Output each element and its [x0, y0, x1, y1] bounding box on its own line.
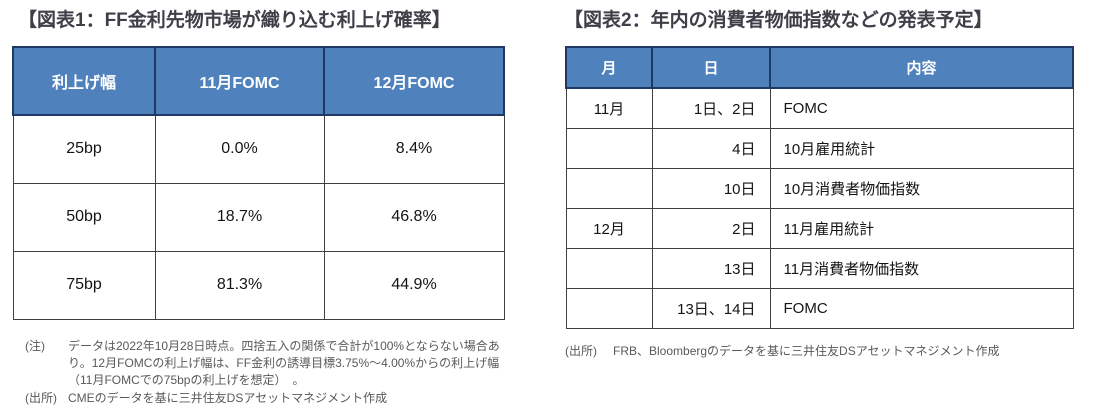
figure2-cell-content: FOMC	[769, 287, 1074, 329]
figure1-header-dec-fomc: 12月FOMC	[323, 46, 505, 116]
source-line: (出所) CMEのデータを基に三井住友DSアセットマネジメント作成	[11, 390, 523, 407]
figure1-notes: (注) データは2022年10月28日時点。四捨五入の関係で合計が100%となら…	[11, 338, 523, 408]
table-row: 25bp 0.0% 8.4%	[12, 114, 505, 184]
figure2-cell-day: 1日、2日	[651, 87, 771, 129]
figure2-notes: (出所) FRB、Bloombergのデータを基に三井住友DSアセットマネジメン…	[563, 343, 1075, 360]
figure1-cell-nov-50bp: 18.7%	[154, 182, 325, 252]
figure1-table: 利上げ幅 11月FOMC 12月FOMC 25bp 0.0% 8.4% 50bp…	[12, 46, 505, 320]
figure2-cell-month: 12月	[565, 207, 653, 249]
figure1-cell-hike-25bp: 25bp	[12, 114, 156, 184]
figure2-cell-day: 13日、14日	[651, 287, 771, 329]
figure2-cell-content: FOMC	[769, 87, 1074, 129]
source-label: (出所)	[25, 390, 57, 405]
figure2-cell-content: 10月消費者物価指数	[769, 167, 1074, 209]
table-row: 13日、14日 FOMC	[565, 287, 1074, 329]
figure1-title: 【図表1：FF金利先物市場が織り込む利上げ確率】	[18, 10, 451, 31]
figure1-cell-dec-50bp: 46.8%	[323, 182, 505, 252]
note-line: (注) データは2022年10月28日時点。四捨五入の関係で合計が100%となら…	[11, 338, 523, 390]
figure2-header-day: 日	[651, 46, 771, 89]
source-label: (出所)	[565, 343, 597, 358]
figure2-cell-content: 10月雇用統計	[769, 127, 1074, 169]
figure1-cell-nov-75bp: 81.3%	[154, 250, 325, 320]
source-line: (出所) FRB、Bloombergのデータを基に三井住友DSアセットマネジメン…	[563, 343, 1075, 360]
figure2-cell-content: 11月消費者物価指数	[769, 247, 1074, 289]
figure2-header-month: 月	[565, 46, 653, 89]
table-row: 4日 10月雇用統計	[565, 127, 1074, 169]
table-row: 12月 2日 11月雇用統計	[565, 207, 1074, 249]
figure1-cell-hike-75bp: 75bp	[12, 250, 156, 320]
figure1-header-hike-width: 利上げ幅	[12, 46, 156, 116]
figure1-cell-dec-75bp: 44.9%	[323, 250, 505, 320]
figure1-header-row: 利上げ幅 11月FOMC 12月FOMC	[12, 46, 505, 116]
figure1-panel: 【図表1：FF金利先物市場が織り込む利上げ確率】 利上げ幅 11月FOMC 12…	[11, 8, 523, 407]
note-text: データは2022年10月28日時点。四捨五入の関係で合計が100%とならない場合…	[68, 338, 500, 388]
table-row: 13日 11月消費者物価指数	[565, 247, 1074, 289]
figure2-cell-month: 11月	[565, 87, 653, 129]
note-label: (注)	[25, 338, 45, 353]
figure2-cell-day: 4日	[651, 127, 771, 169]
figure2-cell-day: 13日	[651, 247, 771, 289]
figure2-header-row: 月 日 内容	[565, 46, 1074, 89]
figure2-cell-content: 11月雇用統計	[769, 207, 1074, 249]
figure2-table: 月 日 内容 11月 1日、2日 FOMC 4日 10月雇用統計 10日 10月…	[565, 46, 1074, 329]
table-row: 10日 10月消費者物価指数	[565, 167, 1074, 209]
figure1-cell-dec-25bp: 8.4%	[323, 114, 505, 184]
figure1-cell-nov-25bp: 0.0%	[154, 114, 325, 184]
figure2-cell-month	[565, 247, 653, 289]
source-text: FRB、Bloombergのデータを基に三井住友DSアセットマネジメント作成	[613, 343, 1000, 358]
figure2-panel: 【図表2：年内の消費者物価指数などの発表予定】 月 日 内容 11月 1日、2日…	[563, 8, 1075, 360]
figure2-cell-day: 2日	[651, 207, 771, 249]
figure2-title: 【図表2：年内の消費者物価指数などの発表予定】	[564, 10, 993, 31]
table-row: 75bp 81.3% 44.9%	[12, 250, 505, 320]
source-text: CMEのデータを基に三井住友DSアセットマネジメント作成	[68, 390, 388, 405]
figure2-cell-month	[565, 287, 653, 329]
table-row: 50bp 18.7% 46.8%	[12, 182, 505, 252]
figure2-cell-month	[565, 127, 653, 169]
figure2-cell-month	[565, 167, 653, 209]
figure2-header-content: 内容	[769, 46, 1074, 89]
figure2-cell-day: 10日	[651, 167, 771, 209]
figure1-cell-hike-50bp: 50bp	[12, 182, 156, 252]
figure1-header-nov-fomc: 11月FOMC	[154, 46, 325, 116]
table-row: 11月 1日、2日 FOMC	[565, 87, 1074, 129]
